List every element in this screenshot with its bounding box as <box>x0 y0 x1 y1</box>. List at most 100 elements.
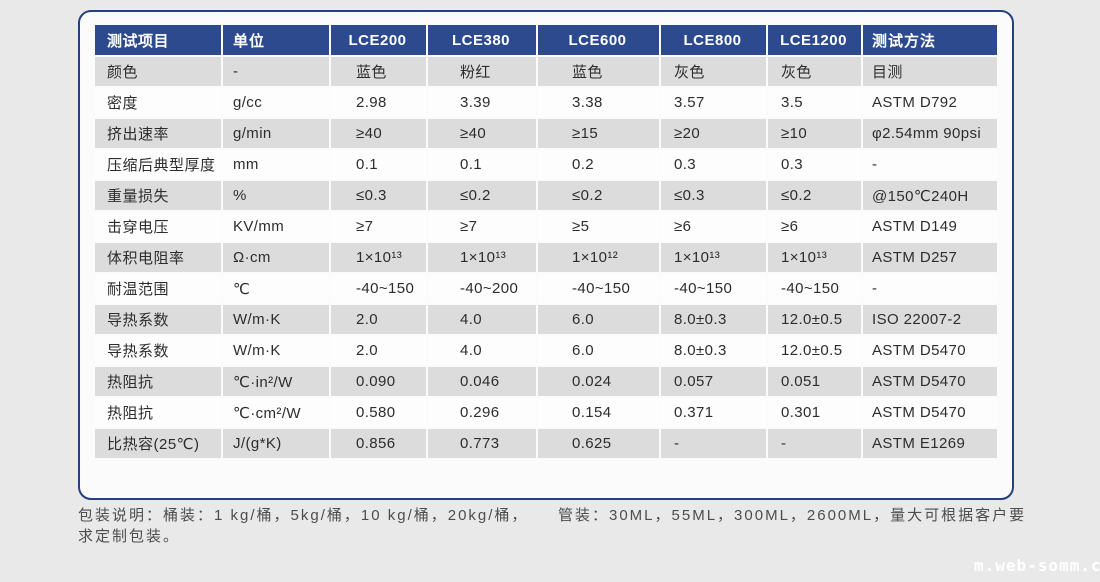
table-cell: 颜色 <box>95 56 223 88</box>
table-cell: -40~150 <box>330 273 428 305</box>
table-cell: 8.0±0.3 <box>660 304 768 336</box>
table-cell: 1×10¹² <box>537 242 661 274</box>
spec-table: 测试项目 单位 LCE200 LCE380 LCE600 LCE800 LCE1200 测试方… <box>95 25 997 460</box>
table-cell: 1×10¹³ <box>767 242 863 274</box>
table-cell: -40~150 <box>767 273 863 305</box>
table-cell: 4.0 <box>427 335 538 367</box>
table-cell: 3.39 <box>427 87 538 119</box>
column-header: LCE600 <box>537 25 661 57</box>
table-cell: ≥7 <box>427 211 538 243</box>
column-header: 测试方法 <box>862 25 997 57</box>
table-cell: ≤0.2 <box>767 180 863 212</box>
table-cell: Ω·cm <box>222 242 331 274</box>
table-row: 热阻抗 ℃·in²/W 0.090 0.046 0.024 0.057 0.051 ASTM … <box>95 366 997 398</box>
column-header: 测试项目 <box>95 25 223 57</box>
table-row: 压缩后典型厚度 mm 0.1 0.1 0.2 0.3 0.3- <box>95 149 997 181</box>
table-row: 热阻抗 ℃·cm²/W 0.580 0.296 0.154 0.371 0.301 ASTM … <box>95 397 997 429</box>
table-cell: 蓝色 <box>330 56 428 88</box>
table-cell: ≥6 <box>767 211 863 243</box>
table-cell: @150℃240H <box>862 180 997 212</box>
table-cell: 6.0 <box>537 335 661 367</box>
table-cell: 0.046 <box>427 366 538 398</box>
table-cell: 蓝色 <box>537 56 661 88</box>
column-header: LCE380 <box>427 25 538 57</box>
column-header: LCE800 <box>660 25 768 57</box>
table-cell: 0.773 <box>427 428 538 460</box>
table-cell: ≥20 <box>660 118 768 150</box>
table-row: 耐温范围 ℃ -40~150 -40~200 -40~150 -40~150 -40~150… <box>95 273 997 305</box>
table-cell: 1×10¹³ <box>427 242 538 274</box>
table-cell: 导热系数 <box>95 335 223 367</box>
table-cell: ℃·in²/W <box>222 366 331 398</box>
table-cell: ≥5 <box>537 211 661 243</box>
table-cell: 0.371 <box>660 397 768 429</box>
table-cell: 0.090 <box>330 366 428 398</box>
table-cell: % <box>222 180 331 212</box>
table-cell: 热阻抗 <box>95 366 223 398</box>
table-cell: 灰色 <box>660 56 768 88</box>
column-header: LCE1200 <box>767 25 863 57</box>
table-cell: 0.1 <box>330 149 428 181</box>
table-cell: 粉红 <box>427 56 538 88</box>
table-cell: - <box>660 428 768 460</box>
table-cell: 8.0±0.3 <box>660 335 768 367</box>
table-cell: W/m·K <box>222 304 331 336</box>
table-cell: KV/mm <box>222 211 331 243</box>
table-cell: 2.0 <box>330 335 428 367</box>
table-cell: 导热系数 <box>95 304 223 336</box>
table-cell: - <box>862 149 997 181</box>
table-cell: mm <box>222 149 331 181</box>
table-cell: ASTM D5470 <box>862 366 997 398</box>
table-cell: ASTM D257 <box>862 242 997 274</box>
table-row: 密度 g/cc 2.98 3.39 3.38 3.57 3.5 ASTM D792 <box>95 87 997 119</box>
table-cell: 体积电阻率 <box>95 242 223 274</box>
table-cell: 0.057 <box>660 366 768 398</box>
table-cell: ℃·cm²/W <box>222 397 331 429</box>
table-cell: ≥15 <box>537 118 661 150</box>
packaging-note: 包装说明：桶装：1 kg/桶，5kg/桶，10 kg/桶，20kg/桶， 管装：… <box>78 505 1038 547</box>
table-cell: 1×10¹³ <box>330 242 428 274</box>
column-header: 单位 <box>222 25 331 57</box>
table-cell: 2.98 <box>330 87 428 119</box>
table-cell: ASTM D149 <box>862 211 997 243</box>
table-cell: 密度 <box>95 87 223 119</box>
table-cell: 6.0 <box>537 304 661 336</box>
spec-table-card: 测试项目 单位 LCE200 LCE380 LCE600 LCE800 LCE1200 测试方… <box>78 10 1014 500</box>
table-cell: J/(g*K) <box>222 428 331 460</box>
table-cell: 0.3 <box>660 149 768 181</box>
table-cell: -40~150 <box>660 273 768 305</box>
table-body: 颜色 - 蓝色 粉红 蓝色 灰色 灰色 目测 密度 g/cc 2.98 3.39 3.38 3.57 3.5… <box>95 56 997 460</box>
table-row: 比热容(25℃) J/(g*K) 0.856 0.773 0.625- - ASTM E12… <box>95 428 997 460</box>
table-cell: 0.2 <box>537 149 661 181</box>
table-cell: 比热容(25℃) <box>95 428 223 460</box>
table-cell: - <box>222 56 331 88</box>
table-cell: 12.0±0.5 <box>767 335 863 367</box>
table-cell: 0.580 <box>330 397 428 429</box>
table-cell: ≤0.3 <box>330 180 428 212</box>
table-cell: φ2.54mm 90psi <box>862 118 997 150</box>
table-cell: 压缩后典型厚度 <box>95 149 223 181</box>
table-cell: 挤出速率 <box>95 118 223 150</box>
table-cell: ≥7 <box>330 211 428 243</box>
table-cell: 0.296 <box>427 397 538 429</box>
table-cell: 0.3 <box>767 149 863 181</box>
table-cell: ≤0.3 <box>660 180 768 212</box>
table-cell: 0.1 <box>427 149 538 181</box>
table-cell: ≥40 <box>330 118 428 150</box>
table-row: 击穿电压 KV/mm ≥7 ≥7 ≥5 ≥6 ≥6 ASTM D149 <box>95 211 997 243</box>
packaging-note-wrap: 求定制包装。 <box>78 528 181 545</box>
table-cell: ASTM D5470 <box>862 397 997 429</box>
table-cell: W/m·K <box>222 335 331 367</box>
table-cell: 目测 <box>862 56 997 88</box>
table-cell: ASTM D5470 <box>862 335 997 367</box>
table-cell: ≥6 <box>660 211 768 243</box>
table-cell: 击穿电压 <box>95 211 223 243</box>
table-cell: ≥40 <box>427 118 538 150</box>
table-cell: ASTM D792 <box>862 87 997 119</box>
table-row: 颜色 - 蓝色 粉红 蓝色 灰色 灰色 目测 <box>95 56 997 88</box>
table-cell: - <box>862 273 997 305</box>
table-cell: 重量损失 <box>95 180 223 212</box>
table-row: 导热系数 W/m·K 2.0 4.0 6.0 8.0±0.3 12.0±0.5 ISO 220… <box>95 304 997 336</box>
column-header: LCE200 <box>330 25 428 57</box>
table-cell: ℃ <box>222 273 331 305</box>
